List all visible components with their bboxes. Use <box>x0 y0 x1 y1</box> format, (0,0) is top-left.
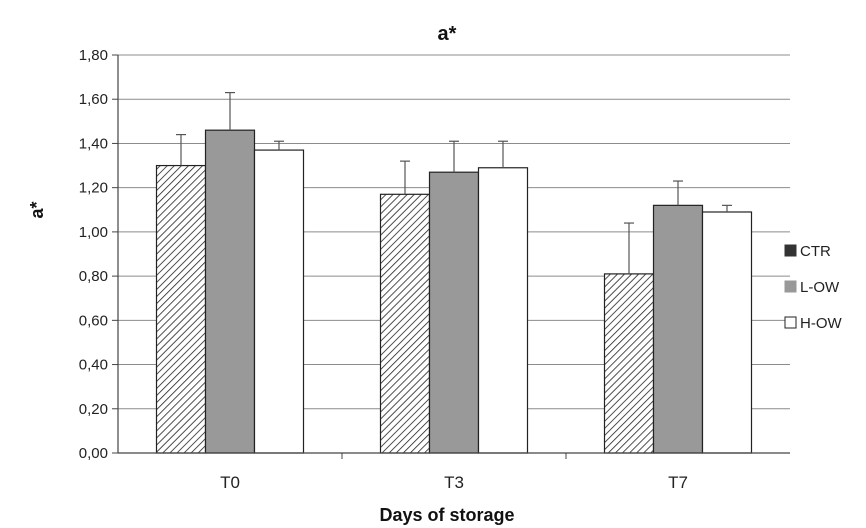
bar <box>477 167 529 454</box>
legend-label: L-OW <box>800 279 840 296</box>
y-tick-label: 1,20 <box>79 180 108 197</box>
y-tick-label: 0,20 <box>79 401 108 418</box>
x-tick-label: T7 <box>668 473 688 492</box>
legend-swatch <box>784 316 797 329</box>
legend-swatch <box>784 244 797 257</box>
y-tick-label: 0,60 <box>79 312 108 329</box>
x-tick-labels: T0 T3 T7 <box>220 473 688 492</box>
y-axis-title: a* <box>27 201 47 218</box>
legend: CTR L-OW H-OW <box>784 243 842 332</box>
y-tick-label: 0,00 <box>79 445 108 462</box>
bar <box>155 164 207 454</box>
x-tick-label: T0 <box>220 473 240 492</box>
legend-label: CTR <box>800 243 831 260</box>
x-tick-label: T3 <box>444 473 464 492</box>
bar <box>428 171 480 454</box>
bar <box>701 211 753 454</box>
y-tick-label: 1,00 <box>79 224 108 241</box>
legend-label: H-OW <box>800 315 842 332</box>
y-tick-label: 1,80 <box>79 47 108 64</box>
y-tick-label: 1,40 <box>79 135 108 152</box>
chart-title: a* <box>438 23 457 45</box>
error-bars <box>176 91 732 274</box>
bar <box>379 193 431 454</box>
bar <box>603 273 655 454</box>
y-tick-label: 1,60 <box>79 91 108 108</box>
bar <box>652 204 704 454</box>
y-tick-labels: 0,00 0,20 0,40 0,60 0,80 1,00 1,20 1,40 1,60 1,80 <box>79 47 108 462</box>
bar <box>253 149 305 454</box>
bars <box>155 129 753 454</box>
axes <box>117 55 790 459</box>
y-tick-label: 0,40 <box>79 357 108 374</box>
bar <box>204 129 256 454</box>
legend-swatch <box>784 280 797 293</box>
x-axis-title: Days of storage <box>379 505 514 525</box>
y-tick-label: 0,80 <box>79 268 108 285</box>
